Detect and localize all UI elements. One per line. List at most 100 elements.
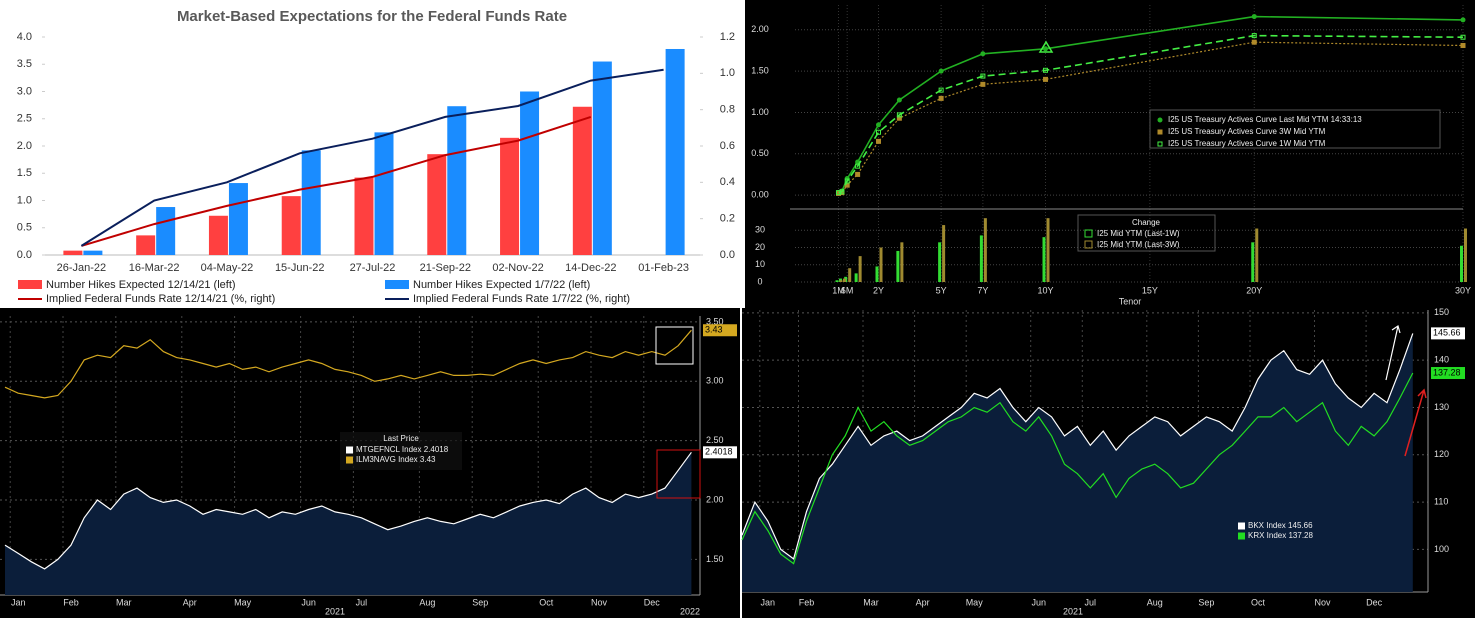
x-tick-label: 01-Feb-23 (638, 262, 689, 274)
x-tick-label: Oct (1251, 597, 1266, 607)
marker (835, 190, 841, 196)
x-tick-label: Dec (644, 597, 661, 607)
x-tick-label: 16-Mar-22 (129, 262, 180, 274)
legend-name: KRX Index (1248, 531, 1286, 540)
x-tick-label: 30Y (1455, 285, 1471, 295)
legend-label: Number Hikes Expected 1/7/22 (left) (413, 279, 590, 291)
bar (983, 218, 987, 282)
last-value-box (1431, 327, 1465, 340)
y-tick-label: 0.50 (751, 148, 769, 158)
bar (1464, 228, 1467, 282)
x-tick-label: 1M (832, 285, 845, 295)
legend-label: I25 Mid YTM (Last-1W) (1097, 229, 1180, 238)
legend-label: I25 US Treasury Actives Curve 3W Mid YTM (1168, 127, 1326, 136)
legend-label: BKX Index 145.66 (1248, 521, 1313, 530)
x-tick-label: 20Y (1246, 285, 1262, 295)
x-tick-label: 21-Sep-22 (420, 262, 471, 274)
marker (1251, 14, 1257, 20)
y-tick-label: 20 (755, 242, 765, 252)
legend-value: 137.28 (1288, 531, 1313, 540)
x-tick-label: Mar (116, 597, 132, 607)
x-tick-label: 10Y (1037, 285, 1053, 295)
annotation-box (655, 326, 694, 365)
x-tick-label: Jun (301, 597, 316, 607)
bar (900, 242, 904, 282)
bar (447, 106, 467, 255)
y-tick-label: 3.00 (706, 376, 724, 386)
y-tick-label: 140 (1434, 355, 1449, 365)
last-value-label: 3.43 (705, 325, 723, 335)
y-tick-label: 1.00 (751, 107, 769, 117)
bar (374, 132, 394, 255)
marker (1460, 42, 1466, 48)
x-tick-label: Dec (1366, 597, 1383, 607)
marker (938, 95, 944, 101)
last-value-box (703, 324, 737, 337)
bar (1460, 245, 1463, 282)
bar (520, 91, 540, 255)
y-tick-label: 0.0 (17, 249, 32, 261)
legend-label: I25 US Treasury Actives Curve 1W Mid YTM (1168, 139, 1326, 148)
marker (896, 97, 902, 103)
x-tick-label: Nov (1314, 597, 1331, 607)
x-tick-label: Feb (63, 597, 79, 607)
x-tick-label: 14-Dec-22 (565, 262, 616, 274)
marker (980, 73, 986, 79)
line (81, 115, 592, 247)
legend-label: ILM3NAVG Index 3.43 (356, 455, 436, 464)
legend-label: Implied Federal Funds Rate 12/14/21 (%, … (46, 293, 275, 305)
y-tick-label: 0 (757, 276, 762, 286)
panel-bg (0, 0, 745, 308)
legend-title: Last Price (383, 434, 419, 443)
y-tick-label: 2.00 (751, 24, 769, 34)
legend-title: Change (1132, 218, 1161, 227)
x-tick-label: Sep (1198, 597, 1214, 607)
x-tick-label: Oct (539, 597, 554, 607)
bar (1046, 218, 1050, 282)
legend-label: Number Hikes Expected 12/14/21 (left) (46, 279, 236, 291)
y-tick-label: 150 (1434, 307, 1449, 317)
y-tick-label: 100 (1434, 544, 1449, 554)
y-tick-label: 30 (755, 225, 765, 235)
y-tick-label: 0.5 (17, 222, 32, 234)
legend-box (340, 432, 462, 470)
highlight-marker (1038, 40, 1054, 53)
bar (281, 196, 301, 255)
bar (938, 242, 942, 282)
legend-label: KRX Index 137.28 (1248, 531, 1314, 540)
line (741, 372, 1414, 565)
bar (848, 268, 852, 282)
x-group-label: 2021 (325, 606, 345, 616)
legend-swatch (385, 280, 409, 289)
x-axis-title: Tenor (1119, 296, 1142, 306)
legend-swatch (1238, 532, 1245, 540)
bar (854, 273, 858, 282)
y2-tick-label: 0.6 (720, 140, 735, 152)
bar (842, 278, 846, 282)
y-tick-label: 4.0 (17, 31, 32, 43)
y-tick-label: 3.5 (17, 58, 32, 70)
bar (427, 154, 447, 255)
marker (938, 68, 944, 74)
y2-tick-label: 1.2 (720, 31, 735, 43)
marker (1043, 67, 1048, 73)
legend-swatch (346, 446, 353, 454)
y2-tick-label: 0.2 (720, 213, 735, 225)
legend-box (1149, 109, 1441, 149)
bar (875, 266, 879, 282)
y-tick-label: 110 (1434, 496, 1448, 506)
bar (63, 250, 83, 255)
x-tick-label: Jun (1031, 597, 1046, 607)
last-value-label: 145.66 (1433, 328, 1461, 338)
legend-value: 3.43 (420, 455, 436, 464)
x-tick-label: May (966, 597, 984, 607)
legend-name: MTGEFNCL Index (356, 445, 422, 454)
line (838, 34, 1464, 194)
legend-value: 2.4018 (424, 445, 449, 454)
x-tick-label: 15-Jun-22 (275, 262, 325, 274)
legend-swatch (1238, 522, 1245, 530)
y-tick-label: 3.0 (17, 85, 32, 97)
x-tick-label: 2Y (873, 285, 884, 295)
bar (83, 250, 103, 255)
